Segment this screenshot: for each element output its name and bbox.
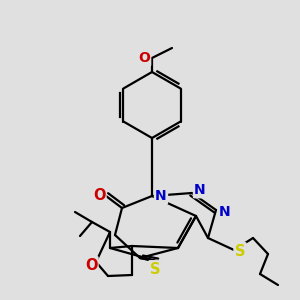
Text: N: N xyxy=(155,189,167,203)
Text: S: S xyxy=(235,244,245,259)
Text: S: S xyxy=(150,262,160,277)
Text: N: N xyxy=(219,205,231,219)
Text: O: O xyxy=(93,188,105,202)
Text: O: O xyxy=(85,257,97,272)
Text: O: O xyxy=(138,51,150,65)
Text: N: N xyxy=(194,183,206,197)
